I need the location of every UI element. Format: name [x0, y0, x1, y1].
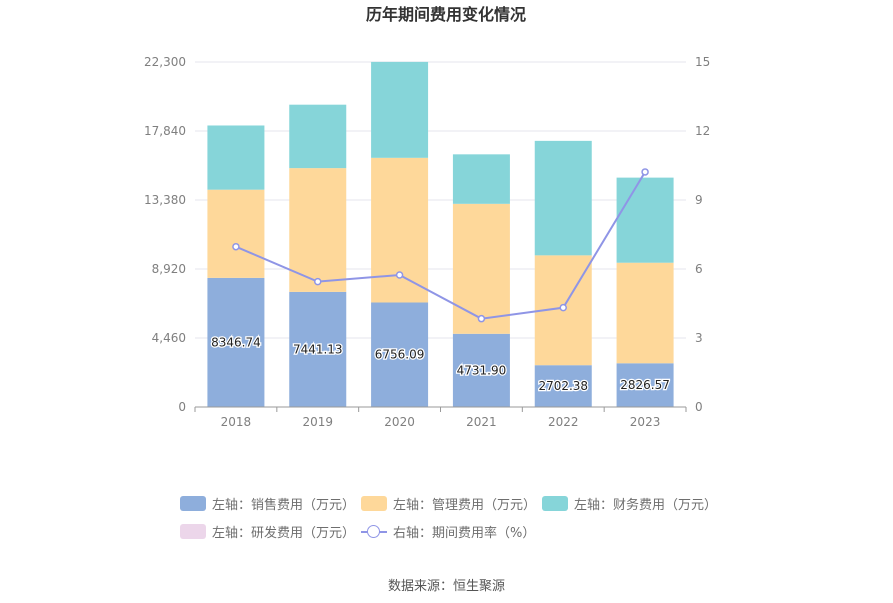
bar-value-label: 7441.13 — [293, 342, 343, 356]
x-tick-label: 2018 — [221, 415, 252, 429]
bar-segment — [452, 203, 510, 334]
legend-rd-label: 左轴：研发费用（万元） — [212, 526, 356, 541]
legend-rate-label: 右轴：期间费用率（%） — [393, 526, 536, 541]
sales-swatch — [180, 496, 206, 511]
y-right-tick-label: 3 — [695, 331, 703, 345]
legend-item-rate[interactable]: 右轴：期间费用率（%） — [361, 522, 535, 541]
bar-segment — [452, 154, 510, 204]
bar-segment — [616, 363, 674, 407]
legend-item-rd[interactable]: 左轴：研发费用（万元） — [180, 522, 355, 541]
rate-point — [232, 242, 240, 251]
axes: 0 0 4,460 3 8,920 6 13,380 9 17,840 12 22,300 15 201… — [144, 55, 710, 429]
rate-point — [477, 314, 486, 323]
bar-value-label: 2826.57 — [620, 378, 670, 392]
rate-point — [559, 303, 567, 312]
y-left-tick-label: 4,460 — [152, 331, 186, 345]
admin-swatch — [361, 496, 387, 511]
bar-segment — [371, 61, 429, 158]
y-left-tick-label: 17,840 — [144, 124, 186, 138]
bar-segment — [452, 333, 510, 407]
rate-line-swatch — [361, 524, 387, 539]
bars — [207, 61, 674, 407]
bar-segment — [534, 365, 592, 407]
y-left-tick-label: 0 — [178, 400, 186, 414]
bar-segment — [371, 157, 429, 303]
x-tick-label: 2019 — [302, 415, 333, 429]
bar-segment — [371, 302, 429, 407]
bar-segment — [616, 262, 674, 364]
legend-admin-label: 左轴：管理费用（万元） — [393, 498, 537, 513]
bar-labels: 8346.74 7441.13 6756.09 4731.90 2702.38 2826.… — [210, 334, 671, 394]
bar-segment — [289, 104, 347, 169]
data-source: 数据来源：恒生聚源 — [387, 579, 505, 594]
rd-swatch — [180, 524, 206, 539]
bar-value-label: 4731.90 — [457, 363, 507, 377]
y-right-tick-label: 12 — [695, 124, 710, 138]
x-tick-label: 2023 — [630, 415, 661, 429]
bar-segment — [207, 189, 265, 278]
y-left-tick-label: 13,380 — [144, 193, 186, 207]
bar-segment — [534, 140, 592, 256]
y-left-tick-label: 22,300 — [144, 55, 186, 69]
bar-segment — [289, 168, 347, 292]
legend-item-sales[interactable]: 左轴：销售费用（万元） — [180, 494, 355, 513]
legend-item-admin[interactable]: 左轴：管理费用（万元） — [361, 494, 536, 513]
bar-segment — [207, 277, 265, 407]
bar-value-label: 2702.38 — [538, 379, 588, 393]
rate-polyline — [235, 171, 646, 320]
grid — [195, 61, 686, 339]
bar-segment — [289, 291, 347, 407]
legend-sales-label: 左轴：销售费用（万元） — [212, 498, 356, 513]
bar-value-label: 8346.74 — [211, 335, 261, 349]
bar-value-label: 6756.09 — [375, 348, 425, 362]
rate-point — [314, 277, 322, 286]
x-tick-label: 2022 — [548, 415, 579, 429]
y-right-tick-label: 6 — [695, 262, 703, 276]
y-right-tick-label: 9 — [695, 193, 703, 207]
y-right-tick-label: 0 — [695, 400, 703, 414]
bar-segment — [616, 177, 674, 263]
bar-segment — [207, 125, 265, 190]
finance-swatch — [542, 496, 568, 511]
y-right-tick-label: 15 — [695, 55, 710, 69]
legend-finance-label: 左轴：财务费用（万元） — [574, 498, 718, 513]
rate-point — [641, 168, 649, 176]
y-left-tick-label: 8,920 — [152, 262, 186, 276]
rate-line — [232, 168, 649, 323]
legend-item-finance[interactable]: 左轴：财务费用（万元） — [542, 494, 717, 513]
rate-point — [395, 271, 404, 279]
x-tick-label: 2021 — [466, 415, 497, 429]
x-tick-label: 2020 — [384, 415, 415, 429]
chart-title: 历年期间费用变化情况 — [366, 5, 526, 24]
